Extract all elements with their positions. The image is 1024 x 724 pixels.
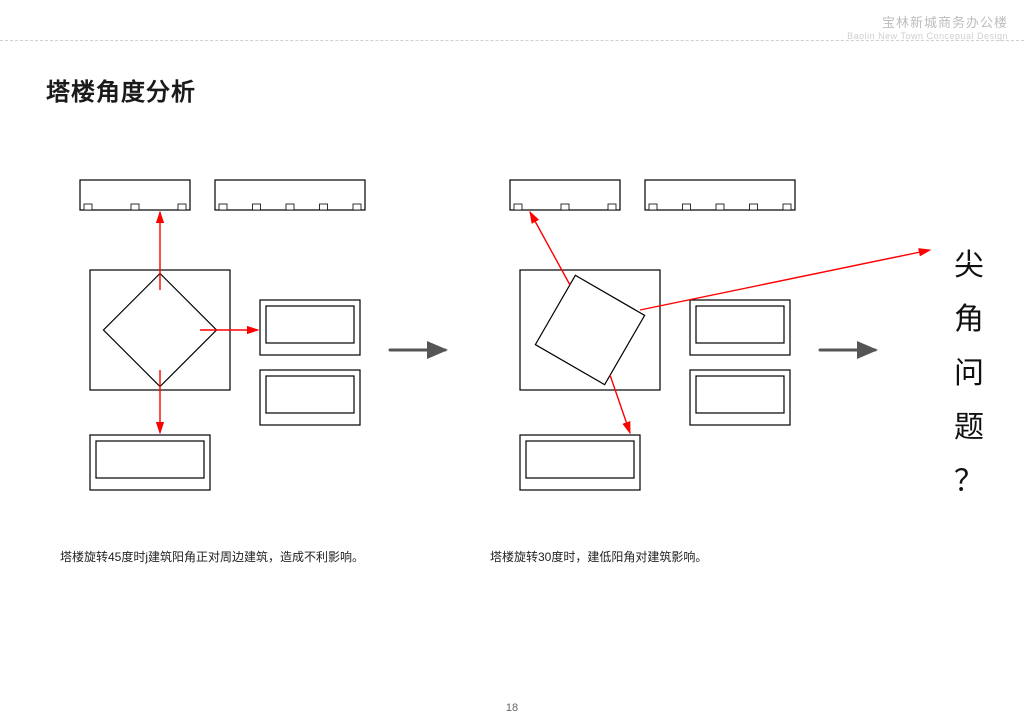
caption-right: 塔楼旋转30度时，建低阳角对建筑影响。 xyxy=(490,548,707,565)
side-question-char: 尖 xyxy=(954,240,984,284)
page-number: 18 xyxy=(506,702,518,714)
page-title: 塔楼角度分析 xyxy=(46,72,196,107)
side-question-char: 题 xyxy=(954,402,984,446)
caption-left: 塔楼旋转45度时j建筑阳角正对周边建筑，造成不利影响。 xyxy=(60,548,364,565)
header-divider xyxy=(0,40,1024,41)
side-question: 尖角问题 ？ xyxy=(954,240,984,500)
side-question-char: 角 xyxy=(954,294,984,338)
header-block: 宝林新城商务办公楼 Baolin New Town Concepual Desi… xyxy=(847,12,1008,41)
diagram-svg xyxy=(0,150,1024,570)
side-question-char: 问 xyxy=(954,348,984,392)
diagram-stage xyxy=(0,150,1024,510)
side-question-char: ？ xyxy=(954,456,984,500)
header-chinese: 宝林新城商务办公楼 xyxy=(847,12,1008,31)
